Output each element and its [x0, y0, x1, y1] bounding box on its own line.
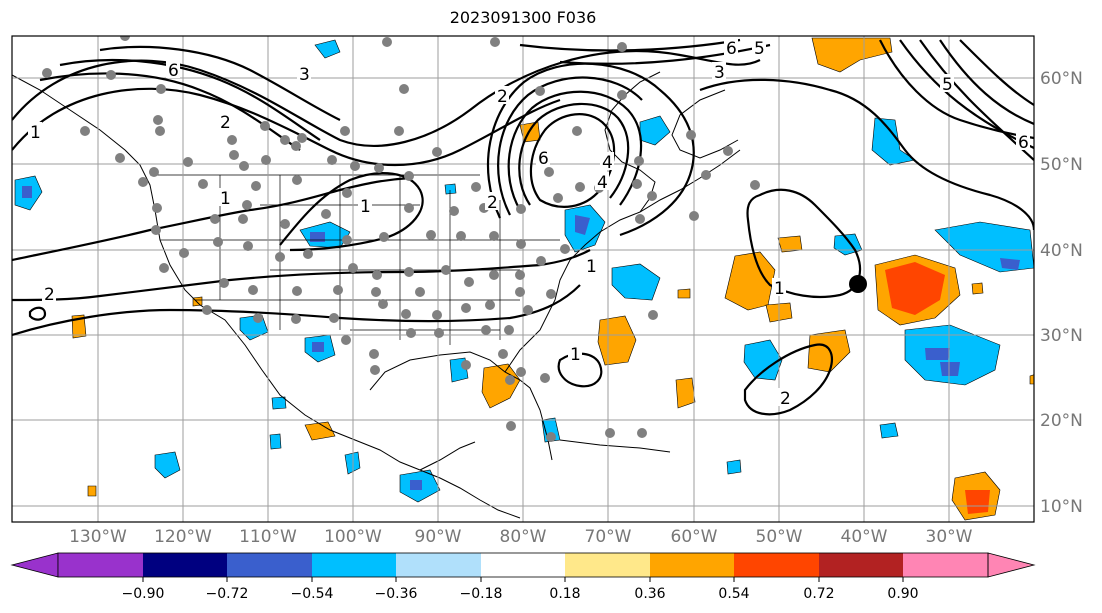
shaded-fields: [14, 37, 1034, 521]
lon-label: 30°W: [926, 527, 973, 547]
contour-label: 1: [570, 345, 581, 365]
coastlines: [12, 71, 741, 519]
colorbar-tick-label: −0.54: [291, 586, 334, 602]
contour-label: 2: [497, 87, 508, 107]
colorbar-tick-label: 0.90: [887, 586, 918, 602]
lon-label: 130°W: [69, 527, 127, 547]
lon-label: 90°W: [415, 527, 462, 547]
contour-label: 4: [597, 173, 608, 193]
lon-label: 120°W: [154, 527, 212, 547]
lat-label: 10°N: [1040, 497, 1083, 517]
colorbar-segment: [734, 553, 819, 577]
colorbar: −0.90 −0.72 −0.54 −0.36 −0.18 0.18 0.36 …: [10, 552, 1036, 602]
colorbar-tick-label: −0.18: [460, 586, 503, 602]
contour-label-group: 6 3 2 1 6 5 3 2 6 4 4 2 1 1 2 1 1 1 6: [28, 38, 1030, 409]
contour-label: 1: [774, 279, 785, 299]
contour-label: 3: [714, 63, 725, 83]
longitude-labels: 130°W 120°W 110°W 100°W 90°W 80°W 70°W 6…: [69, 527, 973, 547]
contour-label: 1: [360, 197, 371, 217]
colorbar-segment: [312, 553, 396, 577]
lat-label: 30°N: [1040, 326, 1083, 346]
lat-label: 20°N: [1040, 411, 1083, 431]
lat-label: 40°N: [1040, 241, 1083, 261]
contour-label: 2: [780, 389, 791, 409]
contour-label: 2: [44, 285, 55, 305]
colorbar-segment: [396, 553, 481, 577]
lon-label: 70°W: [585, 527, 632, 547]
colorbar-segment: [227, 553, 312, 577]
colorbar-segment: [143, 553, 227, 577]
latitude-labels: 60°N 50°N 40°N 30°N 20°N 10°N: [1040, 69, 1083, 517]
colorbar-tick-label: 0.54: [718, 586, 749, 602]
colorbar-segment: [565, 553, 650, 577]
storm-center-marker: [849, 275, 867, 293]
contour-lines: [12, 38, 1034, 416]
contour-label: 1: [220, 189, 231, 209]
lon-label: 100°W: [324, 527, 382, 547]
lon-label: 50°W: [756, 527, 803, 547]
observation-dots: [42, 36, 760, 442]
colorbar-segment: [819, 553, 903, 577]
contour-label: 2: [220, 113, 231, 133]
colorbar-extend-min: [10, 552, 59, 578]
contour-label: 6: [538, 149, 549, 169]
lon-label: 40°W: [841, 527, 888, 547]
colorbar-tick-label: 0.72: [803, 586, 834, 602]
colorbar-segment: [58, 553, 143, 577]
lon-label: 110°W: [239, 527, 297, 547]
contour-label: 6: [726, 39, 737, 59]
lat-label: 60°N: [1040, 69, 1083, 89]
contour-label: 6: [168, 61, 179, 81]
contour-label: 1: [30, 123, 41, 143]
lat-label: 50°N: [1040, 155, 1083, 175]
colorbar-tick-label: 0.18: [549, 586, 580, 602]
colorbar-tick-label: −0.72: [206, 586, 249, 602]
colorbar-segment: [903, 553, 988, 577]
map-title: 2023091300 F036: [449, 8, 597, 27]
lon-label: 80°W: [500, 527, 547, 547]
colorbar-tick-label: −0.36: [375, 586, 418, 602]
colorbar-segment: [650, 553, 734, 577]
colorbar-tick-label: −0.90: [122, 586, 165, 602]
colorbar-extend-max: [987, 552, 1036, 578]
colorbar-tick-label: 0.36: [634, 586, 665, 602]
map-border: [11, 35, 1035, 523]
contour-label: 5: [754, 39, 765, 59]
contour-label: 1: [586, 257, 597, 277]
contour-label: 4: [602, 153, 613, 173]
contour-label: 3: [299, 65, 310, 85]
colorbar-outline: [57, 552, 989, 578]
lon-label: 60°W: [671, 527, 718, 547]
contour-label: 2: [487, 193, 498, 213]
contour-label: 5: [942, 75, 953, 95]
colorbar-segment: [481, 553, 565, 577]
contour-label: 6: [1018, 133, 1029, 153]
